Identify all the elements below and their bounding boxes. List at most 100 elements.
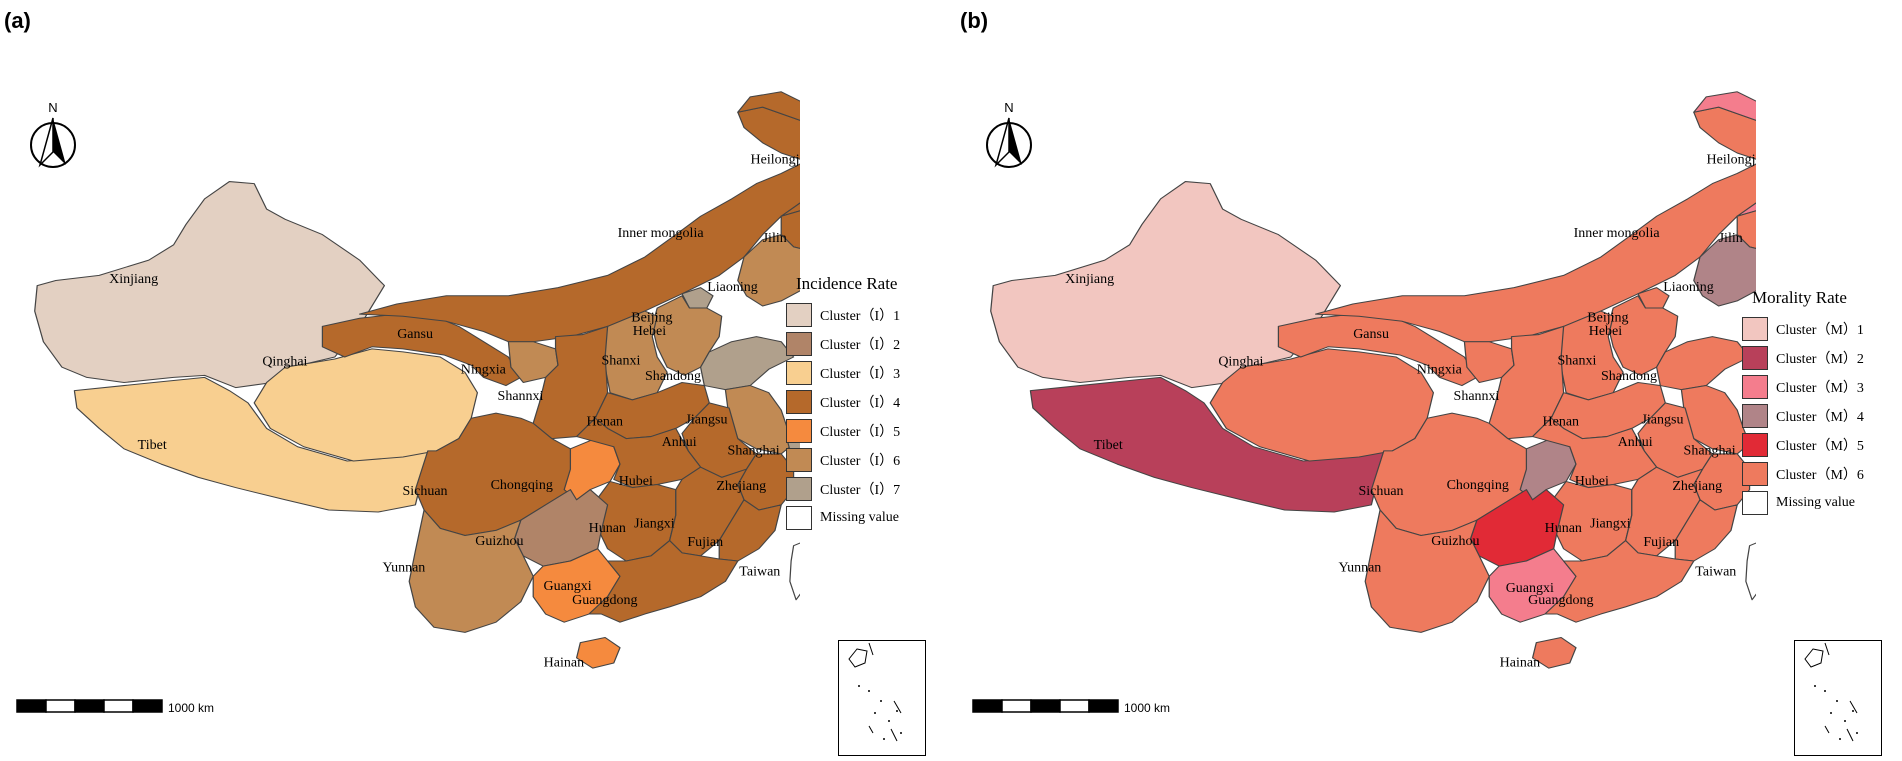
legend-label: Cluster（I）6	[820, 453, 901, 469]
label-jiangxi: Jiangxi	[1590, 517, 1631, 532]
legend-label: Missing value	[820, 509, 899, 525]
inset-islands	[1804, 642, 1858, 742]
province-shannxi	[1488, 325, 1565, 440]
legend-item: Cluster（I）7	[786, 474, 900, 503]
province-heilongjiang	[737, 91, 800, 217]
north-label: N	[1004, 100, 1013, 115]
label-shannxi: Shannxi	[498, 389, 544, 404]
label-beijing: Beijing	[1587, 311, 1628, 326]
label-shanxi: Shanxi	[601, 354, 640, 369]
province-yunnan	[408, 509, 534, 633]
legend-swatch	[1742, 374, 1768, 399]
panel-a-label: (a)	[4, 8, 31, 33]
legend-item: Cluster（M）2	[1742, 343, 1864, 372]
legend-label: Cluster（M）2	[1776, 351, 1864, 367]
legend-swatch	[786, 447, 812, 472]
label-inner-mongolia: Inner mongolia	[618, 226, 705, 241]
label-guangxi: Guangxi	[543, 579, 591, 594]
label-yunnan: Yunnan	[383, 561, 426, 576]
province-yunnan	[1364, 509, 1490, 633]
legend-item: Cluster（I）1	[786, 300, 900, 329]
label-henan: Henan	[587, 415, 624, 430]
legend-item: Cluster（M）1	[1742, 314, 1864, 343]
legend-swatch	[1742, 461, 1768, 486]
legend-label: Cluster（I）4	[820, 395, 901, 411]
label-inner-mongolia: Inner mongolia	[1574, 226, 1661, 241]
north-arrow-icon	[986, 117, 1032, 168]
legend-item: Missing value	[1742, 488, 1864, 517]
label-ningxia: Ningxia	[461, 363, 507, 378]
inset-islands	[848, 642, 902, 742]
label-zhejiang: Zhejiang	[716, 479, 766, 494]
legend-item: Cluster（I）3	[786, 358, 900, 387]
label-jilin: Jilin	[1719, 231, 1743, 246]
legend-title: Incidence Rate	[796, 274, 898, 293]
label-liaoning: Liaoning	[1663, 280, 1714, 295]
label-heilongjiang: Heilongjiang	[751, 153, 800, 168]
label-ningxia: Ningxia	[1417, 363, 1463, 378]
legend-swatch	[1742, 432, 1768, 457]
label-fujian: Fujian	[687, 535, 723, 550]
province-taiwan	[1745, 542, 1756, 601]
label-liaoning: Liaoning	[707, 280, 758, 295]
label-shannxi: Shannxi	[1454, 389, 1500, 404]
legend-swatch	[786, 505, 812, 530]
province-hainan	[575, 636, 621, 669]
label-guizhou: Guizhou	[475, 534, 523, 549]
north-label: N	[48, 100, 57, 115]
legend-item: Cluster（I）6	[786, 445, 900, 474]
province-shandong	[699, 336, 795, 391]
label-jiangsu: Jiangsu	[1641, 413, 1683, 428]
label-shandong: Shandong	[1601, 369, 1657, 384]
scale-label: 1000 km	[1124, 701, 1170, 715]
label-tibet: Tibet	[1094, 438, 1123, 453]
label-qinghai: Qinghai	[1218, 355, 1263, 370]
legend-swatch	[786, 418, 812, 443]
label-guizhou: Guizhou	[1431, 534, 1479, 549]
legend-label: Cluster（M）6	[1776, 467, 1864, 483]
label-yunnan: Yunnan	[1339, 561, 1382, 576]
label-fujian: Fujian	[1643, 535, 1679, 550]
province-liaoning	[1693, 234, 1756, 307]
label-hebei: Hebei	[1589, 324, 1623, 339]
legend-label: Cluster（M）1	[1776, 322, 1864, 338]
legend-item: Missing value	[786, 503, 900, 532]
province-guangdong	[588, 540, 739, 623]
label-taiwan: Taiwan	[739, 565, 780, 580]
legend-label: Cluster（I）5	[820, 424, 901, 440]
legend-swatch	[786, 360, 812, 385]
province-inner-mongolia	[1314, 106, 1756, 343]
label-xinjiang: Xinjiang	[1065, 272, 1114, 287]
province-xinjiang	[34, 181, 386, 389]
province-liaoning	[737, 234, 800, 307]
label-qinghai: Qinghai	[262, 355, 307, 370]
label-jilin: Jilin	[763, 231, 787, 246]
label-taiwan: Taiwan	[1695, 565, 1736, 580]
legend-panel-a: Incidence Rate Cluster（I）1 Cluster（I）2 Clu…	[786, 274, 900, 532]
province-fujian	[718, 499, 782, 562]
label-shanghai: Shanghai	[1684, 443, 1736, 458]
map-panel-a: Xinjiang Tibet Qinghai Gansu Inner mongolia H…	[16, 91, 800, 715]
label-guangdong: Guangdong	[1528, 593, 1593, 608]
label-anhui: Anhui	[1618, 435, 1653, 450]
label-jiangsu: Jiangsu	[685, 413, 727, 428]
label-chongqing: Chongqing	[1447, 478, 1509, 493]
province-shannxi	[532, 325, 609, 440]
label-shanxi: Shanxi	[1557, 354, 1596, 369]
legend-label: Cluster（I）7	[820, 482, 901, 498]
legend-panel-b: Morality Rate Cluster（M）1 Cluster（M）2 Clus…	[1742, 288, 1864, 517]
legend-label: Cluster（I）3	[820, 366, 901, 382]
legend-item: Cluster（M）6	[1742, 459, 1864, 488]
legend-swatch	[1742, 316, 1768, 341]
south-china-sea-inset	[838, 640, 926, 756]
north-arrow-icon	[30, 117, 76, 168]
label-sichuan: Sichuan	[1358, 484, 1403, 499]
province-fujian	[1674, 499, 1738, 562]
legend-label: Cluster（M）3	[1776, 380, 1864, 396]
label-guangxi: Guangxi	[1506, 581, 1554, 596]
province-heilongjiang	[1693, 91, 1756, 217]
label-guangdong: Guangdong	[572, 593, 637, 608]
map-panel-b: Xinjiang Tibet Qinghai Gansu Inner mongolia H…	[972, 91, 1756, 715]
label-hainan: Hainan	[544, 655, 584, 670]
province-taiwan	[789, 542, 800, 601]
